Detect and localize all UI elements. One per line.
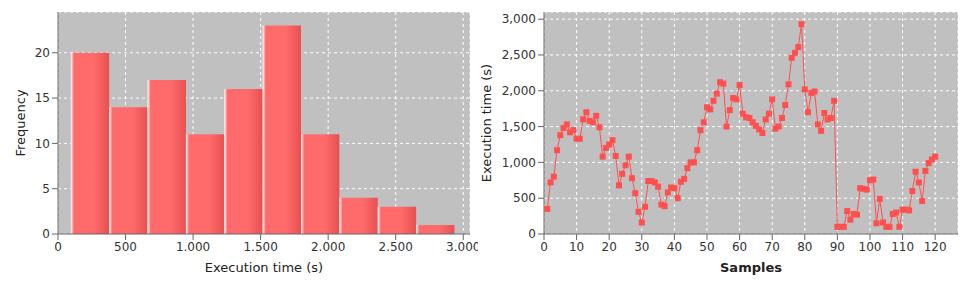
svg-text:0: 0 (540, 240, 548, 254)
svg-text:15: 15 (35, 91, 50, 105)
svg-text:10: 10 (569, 240, 584, 254)
svg-text:3.000: 3.000 (446, 240, 478, 254)
svg-text:Samples: Samples (720, 260, 782, 275)
svg-text:3,000: 3,000 (502, 12, 536, 26)
svg-text:Execution time (s): Execution time (s) (479, 64, 494, 182)
svg-text:20: 20 (602, 240, 617, 254)
svg-text:500: 500 (114, 240, 137, 254)
svg-text:500: 500 (513, 191, 536, 205)
svg-text:0: 0 (528, 227, 536, 241)
svg-text:60: 60 (732, 240, 747, 254)
svg-text:110: 110 (891, 240, 914, 254)
svg-text:50: 50 (699, 240, 714, 254)
svg-text:0: 0 (42, 227, 50, 241)
svg-text:120: 120 (924, 240, 947, 254)
svg-text:2.500: 2.500 (379, 240, 413, 254)
svg-text:0: 0 (54, 240, 62, 254)
svg-text:2,500: 2,500 (502, 48, 536, 62)
svg-text:2.000: 2.000 (311, 240, 345, 254)
svg-text:Execution time (s): Execution time (s) (205, 260, 323, 275)
svg-text:2,000: 2,000 (502, 84, 536, 98)
svg-text:90: 90 (830, 240, 845, 254)
svg-text:1.000: 1.000 (176, 240, 210, 254)
svg-text:30: 30 (634, 240, 649, 254)
svg-text:10: 10 (35, 137, 50, 151)
svg-text:1,000: 1,000 (502, 156, 536, 170)
svg-text:20: 20 (35, 46, 50, 60)
svg-text:1.500: 1.500 (243, 240, 277, 254)
svg-text:40: 40 (667, 240, 682, 254)
svg-text:70: 70 (765, 240, 780, 254)
svg-text:Frequency: Frequency (13, 89, 28, 156)
svg-text:1,500: 1,500 (502, 120, 536, 134)
svg-text:80: 80 (797, 240, 812, 254)
svg-text:100: 100 (859, 240, 882, 254)
svg-text:5: 5 (42, 182, 50, 196)
